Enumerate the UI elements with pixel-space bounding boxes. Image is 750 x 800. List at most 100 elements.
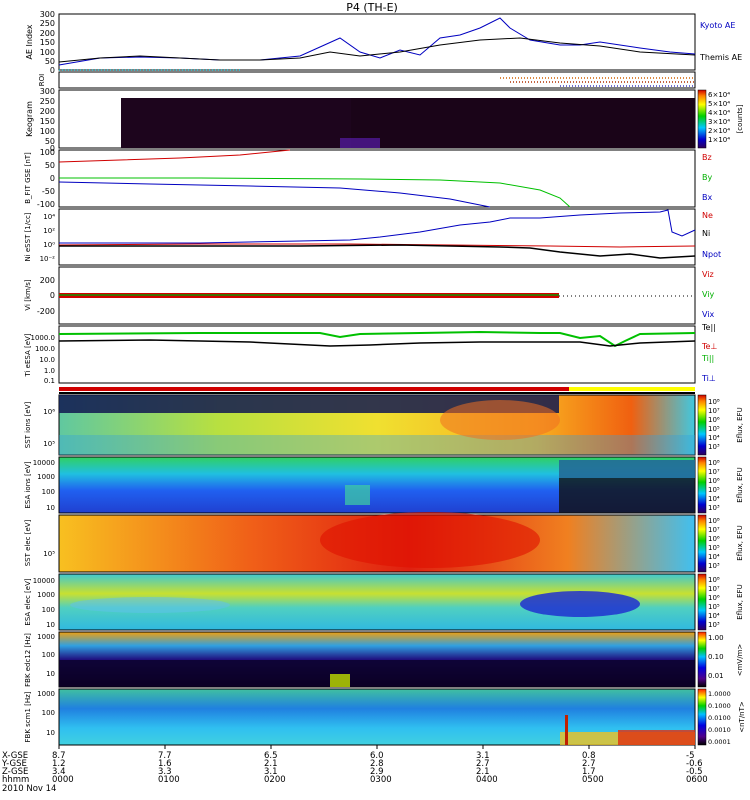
bfit-ytick: 50 (45, 161, 55, 170)
sst-ions-cbar-label: Eflux, EFU (736, 407, 744, 442)
legend-npot: Npot (702, 250, 721, 259)
panel-ti: Ti eESA [eV] 1000.0 100.0 10.0 1.0 0.1 T… (24, 323, 717, 385)
legend-viy: Viy (702, 290, 715, 299)
sst-ions-cbar-tick: 10⁸ (708, 398, 720, 406)
keo-cbar-tick: 5×10⁴ (708, 100, 730, 108)
vi-ytick: -200 (37, 307, 55, 316)
panel-keogram: Keogram 300 250 200 150 100 50 0 6×10⁴ 5… (25, 87, 744, 153)
vi-ytick: 0 (50, 291, 55, 300)
esa-elec-ytick: 10000 (33, 577, 55, 585)
fbk-edc12-ylabel: FBK edc12 [Hz] (24, 633, 32, 687)
esa-ions-cbar-label: Eflux, EFU (736, 467, 744, 502)
fbk-scm1-cbar-tick: 0.0001 (708, 738, 731, 746)
sst-ions-cbar-tick: 10⁶ (708, 416, 720, 424)
themis-ae-line (58, 37, 696, 63)
fbk-scm1-cbar-tick: 0.1000 (708, 702, 731, 710)
footer-row-labels: X-GSE Y-GSE Z-GSE hhmm (2, 751, 30, 785)
footer-col-0500: 0.8 2.7 1.7 0500 (582, 751, 604, 785)
keo-cbar-tick: 1×10⁴ (708, 136, 730, 144)
roi-ylabel: ROI (38, 74, 46, 86)
esa-elec-ylabel: ESA elec [eV] (24, 578, 32, 625)
esa-ions-cbar-tick: 10⁸ (708, 459, 720, 467)
esa-ions-cbar-tick: 10⁷ (708, 468, 720, 476)
bfit-ytick: -50 (42, 187, 55, 196)
sst-ions-cbar-tick: 10³ (708, 443, 720, 451)
ni-ytick: 10⁻² (40, 255, 56, 263)
keo-ytick: 50 (45, 137, 55, 146)
bfit-ytick: -100 (37, 200, 55, 209)
esa-elec-cbar-label: Eflux, EFU (736, 584, 744, 619)
fbk-scm1-cbar-label: <nT/nT> (738, 701, 746, 733)
ae-ytick: 0 (50, 66, 55, 75)
fbk-edc12-cbar-label: <mV/m> (736, 644, 744, 677)
keo-ytick: 100 (40, 127, 55, 136)
footer-col-0000: 8.7 1.2 3.4 0000 (52, 751, 74, 785)
npot-line (59, 209, 696, 244)
legend-ni: Ni (702, 229, 710, 238)
legend-te-perp: Te⊥ (701, 342, 717, 351)
fbk-edc12-cbar-tick: 0.10 (708, 653, 724, 661)
sst-elec-cbar-label: Eflux, EFU (736, 525, 744, 560)
legend-ti-par: Ti|| (701, 354, 714, 363)
sst-elec-ylabel: SST elec [eV] (24, 519, 32, 566)
fbk-edc12-ytick: 100 (42, 651, 55, 659)
ti-ylabel: Ti eESA [eV] (24, 333, 32, 377)
panel-ae: AE Index 300 250 200 150 100 50 0 Kyoto … (25, 10, 742, 75)
ae-ylabel: AE Index (25, 24, 34, 59)
bfit-ylabel: B_FIT GSE [nT] (24, 152, 32, 204)
sst-ions-ylabel: SST ions [eV] (24, 401, 32, 448)
ti-ytick: 1000.0 (31, 334, 56, 342)
esa-ions-colorbar (697, 456, 707, 514)
fbk-scm1-ylabel: FBK scm1 [Hz] (24, 691, 32, 742)
panel-fbk-scm1: FBK scm1 [Hz] 1000 100 10 1.0000 0.1000 … (24, 688, 746, 746)
keo-cbar-label: [counts] (736, 104, 744, 133)
esa-elec-cbar-tick: 10⁸ (708, 576, 720, 584)
fbk-scm1-ytick: 10 (46, 729, 55, 737)
sst-ions-ytick: 10⁵ (43, 440, 55, 448)
ti-ytick: 100.0 (35, 345, 55, 353)
ni-ytick: 10² (43, 227, 55, 235)
sst-elec-colorbar (697, 514, 707, 573)
ae-ytick: 200 (40, 29, 55, 38)
esa-elec-cbar-tick: 10³ (708, 621, 720, 629)
fbk-scm1-cbar-tick: 1.0000 (708, 690, 731, 698)
esa-elec-cbar-tick: 10⁵ (708, 603, 720, 611)
panel-vi: Vi [km/s] 200 0 -200 Viz Viy Vix (24, 266, 715, 325)
panel-ni: Ni eSST [1/cc] 10⁴ 10² 10⁰ 10⁻² Ne Ni Np… (24, 208, 721, 266)
legend-bz: Bz (702, 153, 712, 162)
panel-sst-elec: SST elec [eV] 10⁵ 10⁸ 10⁷ 10⁶ 10⁵ 10⁴ 10… (24, 512, 744, 573)
footer-col-0400: 3.1 2.7 2.1 0400 (476, 751, 498, 785)
panel-roi: ROI (38, 71, 696, 89)
legend-te-par: Te|| (701, 323, 716, 332)
sst-ions-ytick: 10⁶ (43, 408, 55, 416)
esa-ions-cbar-tick: 10⁴ (708, 495, 720, 503)
esa-ions-cbar-tick: 10⁵ (708, 486, 720, 494)
sst-elec-cbar-tick: 10³ (708, 562, 720, 570)
fbk-scm1-colorbar (697, 688, 707, 746)
keo-cbar-tick: 3×10⁴ (708, 118, 730, 126)
sst-elec-cbar-tick: 10⁸ (708, 517, 720, 525)
bz-line (58, 149, 291, 163)
ae-ytick: 50 (45, 57, 55, 66)
fbk-scm1-ytick: 1000 (37, 690, 55, 698)
sst-ions-colorbar (697, 394, 707, 456)
ti-ytick: 1.0 (44, 367, 55, 375)
keo-cbar-tick: 4×10⁴ (708, 109, 730, 117)
esa-ions-ytick: 10 (46, 504, 55, 512)
esa-elec-ytick: 1000 (37, 591, 55, 599)
legend-viz: Viz (702, 270, 714, 279)
vi-ylabel: Vi [km/s] (24, 279, 32, 310)
esa-ions-ytick: 100 (42, 488, 55, 496)
footer-col-0300: 6.0 2.8 2.9 0300 (370, 751, 392, 785)
ne-line (58, 243, 696, 248)
fbk-scm1-cbar-tick: 0.0010 (708, 726, 731, 734)
keo-ytick: 200 (40, 107, 55, 116)
ni-ylabel: Ni eSST [1/cc] (24, 212, 32, 261)
footer-date: 2010 Nov 14 (2, 784, 57, 794)
ae-ytick: 100 (40, 48, 55, 57)
mode-bar-yellow (569, 387, 695, 391)
sst-elec-cbar-tick: 10⁵ (708, 544, 720, 552)
fbk-edc12-cbar-tick: 0.01 (708, 672, 724, 680)
keo-ytick: 300 (40, 87, 55, 96)
